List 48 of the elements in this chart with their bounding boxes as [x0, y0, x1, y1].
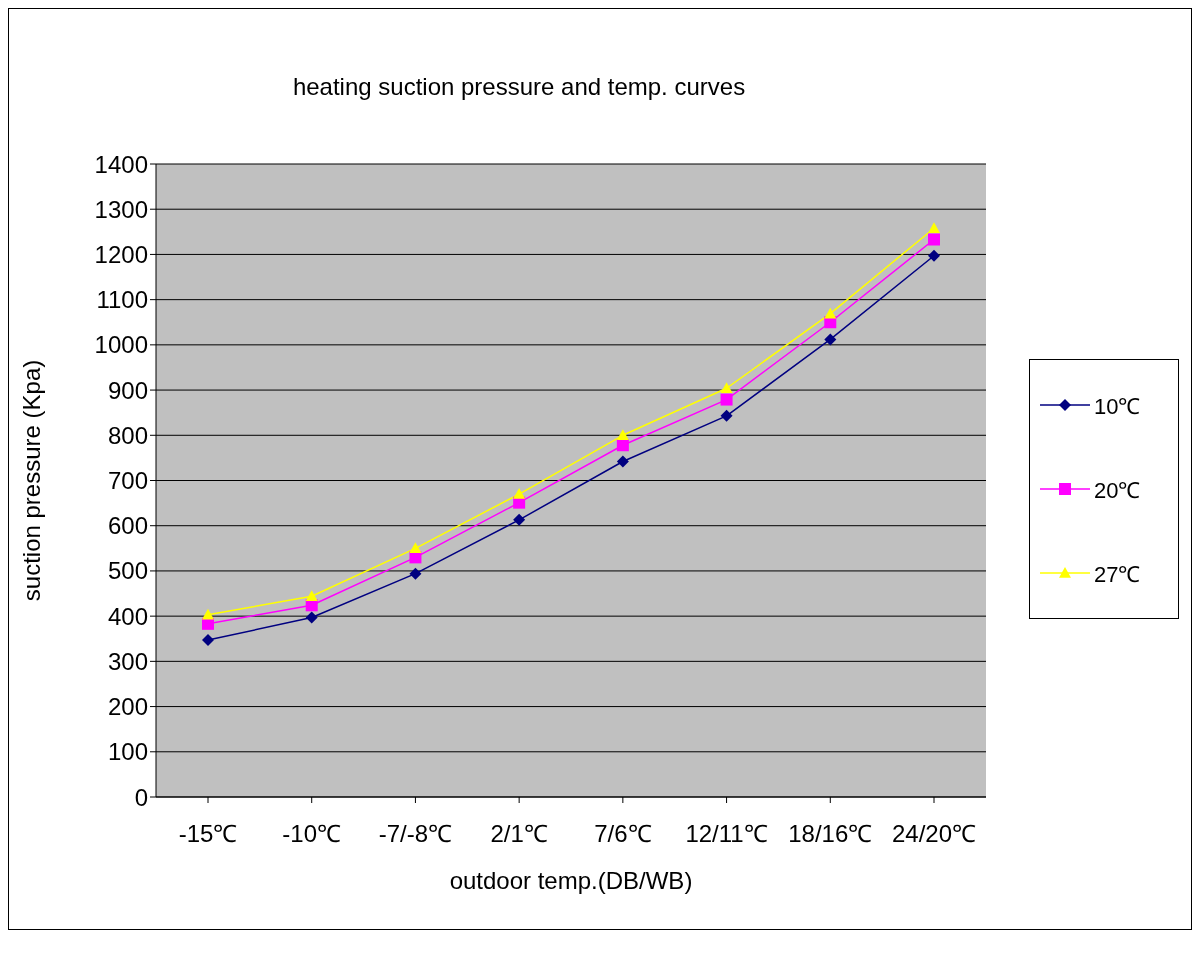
point	[202, 608, 214, 620]
y-axis-title: suction pressure (Kpa)	[17, 359, 45, 602]
point	[824, 333, 837, 346]
point	[305, 611, 318, 624]
point	[409, 542, 422, 554]
y-tick-label: 100	[107, 738, 148, 766]
x-tick-label: 18/16℃	[788, 820, 873, 848]
y-tick-label: 500	[107, 557, 148, 585]
legend-label: 10℃	[1094, 393, 1141, 420]
y-tick-label: 1400	[94, 150, 148, 178]
x-tick-label: -15℃	[178, 820, 238, 848]
y-tick-label: 1100	[96, 286, 148, 314]
x-tick-label: 24/20℃	[891, 820, 977, 848]
point	[928, 222, 940, 233]
chart-title: heating suction pressure and temp. curves	[291, 73, 747, 101]
y-tick-label: 300	[107, 647, 148, 675]
point	[305, 590, 318, 602]
point	[616, 429, 629, 441]
x-tick-label: -10℃	[282, 820, 342, 848]
point	[928, 249, 940, 262]
point	[720, 382, 733, 394]
point	[513, 488, 526, 499]
point	[202, 634, 214, 647]
x-tick-label: -7/-8℃	[378, 820, 453, 848]
y-tick-label: 900	[107, 376, 148, 404]
y-tick-label: 1000	[94, 331, 148, 359]
y-tick-label: 0	[134, 783, 148, 811]
y-tick-label: 400	[107, 602, 148, 630]
point	[513, 513, 526, 526]
x-axis-title: outdoor temp.(DB/WB)	[449, 867, 693, 894]
point	[824, 307, 837, 319]
legend-label: 20℃	[1094, 477, 1141, 504]
y-tick-label: 200	[107, 693, 148, 721]
point	[720, 409, 733, 422]
point	[928, 233, 940, 246]
point	[720, 393, 733, 406]
x-tick-label: 12/11℃	[685, 820, 768, 848]
x-tick-label: 2/1℃	[490, 820, 548, 848]
point	[616, 455, 629, 468]
y-tick-label: 700	[107, 467, 148, 495]
y-tick-label: 600	[107, 512, 148, 540]
y-tick-label: 800	[107, 421, 148, 449]
point	[409, 567, 422, 580]
legend-label: 27℃	[1094, 561, 1141, 588]
point	[616, 439, 629, 452]
y-tick-label: 1200	[94, 240, 148, 268]
y-tick-label: 1300	[94, 195, 148, 223]
x-tick-label: 7/6℃	[594, 820, 652, 848]
